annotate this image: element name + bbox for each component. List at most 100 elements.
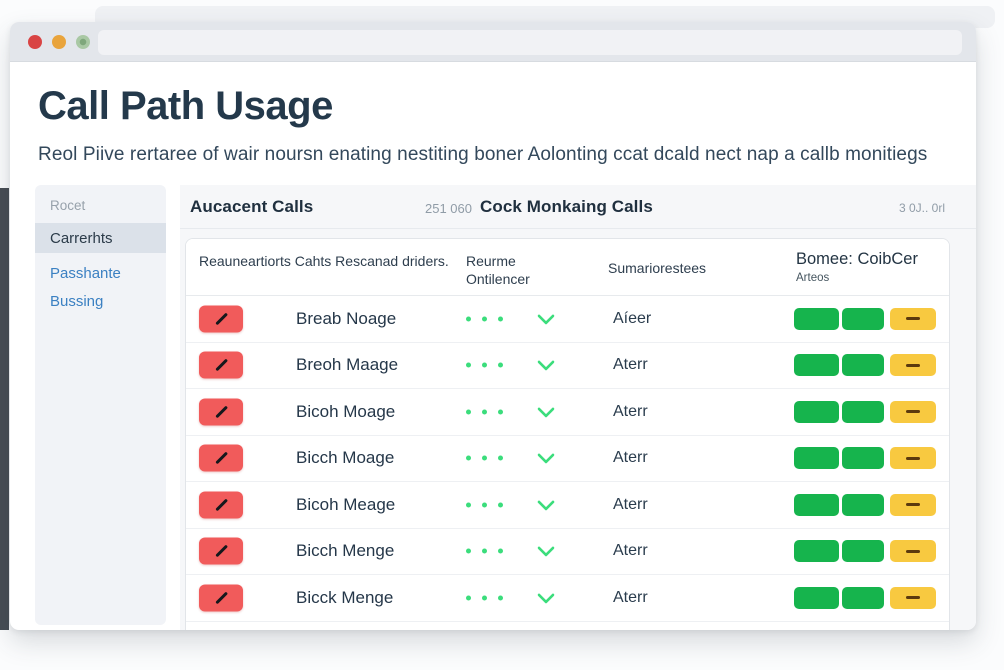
table-row: Bicoh Moage Aterr [186,389,949,436]
zoom-window-button[interactable] [76,35,90,49]
row-status: Aterr [613,495,648,513]
left-panel-title: Aucacent Calls [190,197,314,216]
left-edge-strip [0,188,9,630]
chevron-down-icon[interactable] [537,546,555,557]
panel-header: Aucacent Calls 251 060 Cock Monkaing Cal… [180,185,976,229]
pencil-icon [214,591,228,604]
badge-green[interactable] [842,307,884,330]
column-header-resume: Reurme Ontilencer [466,253,530,288]
table-row: Bicch Menge Aterr [186,528,949,575]
badge-yellow-dash[interactable] [890,586,936,609]
badge-green[interactable] [842,354,884,377]
right-panel-title: Cock Monkaing Calls [480,197,653,216]
row-status: Aterr [613,588,648,606]
sidebar-item-passhante[interactable]: Passhante [50,264,121,282]
badge-group [794,354,936,377]
chevron-down-icon[interactable] [537,593,555,604]
badge-yellow-dash[interactable] [890,540,936,563]
row-name: Breoh Maage [296,355,399,375]
badge-green[interactable] [842,540,884,563]
table-row: Bicoh Meage Aterr [186,482,949,529]
chevron-down-icon[interactable] [537,314,555,325]
main-panel: Aucacent Calls 251 060 Cock Monkaing Cal… [180,185,976,630]
edit-button[interactable] [199,584,243,612]
status-dots-icon [466,409,503,415]
row-name: Bicck Menge [296,587,394,607]
badge-green[interactable] [794,354,839,377]
browser-window: Call Path Usage Reol Piive rertaree of w… [10,22,976,630]
pencil-icon [214,405,228,418]
row-name: Bicoh Moage [296,401,396,421]
close-window-button[interactable] [28,35,42,49]
column-header-summaries: Sumariorestees [608,260,707,276]
calls-table: Reauneartiorts Cahts Rescanad driders. R… [185,238,950,630]
badge-green[interactable] [794,307,839,330]
edit-button[interactable] [199,537,243,565]
pencil-icon [214,545,228,558]
badge-group [794,586,936,609]
edit-button[interactable] [199,398,243,426]
address-bar[interactable] [98,30,962,55]
chevron-down-icon[interactable] [537,360,555,371]
badge-group [794,400,936,423]
badge-yellow-dash[interactable] [890,354,936,377]
pencil-icon [214,359,228,372]
left-panel-value: 251 060 [425,201,472,216]
badge-green[interactable] [794,400,839,423]
table-row: Bicch Moage Aterr [186,435,949,482]
edit-button[interactable] [199,491,243,519]
dash-icon [906,549,920,553]
dash-icon [906,596,920,600]
badge-green[interactable] [794,540,839,563]
chevron-down-icon[interactable] [537,500,555,511]
column-header-bomee-label: Bomee: CoibCer [796,250,918,268]
edit-button[interactable] [199,444,243,472]
dash-icon [906,317,920,321]
badge-yellow-dash[interactable] [890,307,936,330]
badge-yellow-dash[interactable] [890,493,936,516]
row-name: Bicoh Meage [296,494,396,514]
sidebar-item-carrerhts[interactable]: Carrerhts [35,223,166,253]
status-dots-icon [466,595,503,601]
badge-green[interactable] [842,400,884,423]
table-row: Bicck Menge Aterr [186,575,949,622]
dash-icon [906,410,920,414]
row-status: Aterr [613,356,648,374]
row-name: Bicch Menge [296,541,395,561]
row-status: Aterr [613,402,648,420]
badge-green[interactable] [842,493,884,516]
pencil-icon [214,452,228,465]
edit-button[interactable] [199,305,243,333]
chevron-down-icon[interactable] [537,453,555,464]
column-header-bomee-sublabel: Arteos [796,272,830,285]
table-header-row: Reauneartiorts Cahts Rescanad driders. R… [186,239,949,296]
table-row: Breoh Maage Aterr [186,342,949,389]
badge-green[interactable] [794,447,839,470]
edit-button[interactable] [199,351,243,379]
status-dots-icon [466,548,503,554]
row-name: Bicch Moage [296,448,395,468]
right-panel-value: 3 0J.. 0rl [898,201,945,215]
row-status: Aíeer [613,309,652,327]
badge-yellow-dash[interactable] [890,400,936,423]
badge-green[interactable] [794,493,839,516]
dash-icon [906,363,920,367]
chevron-down-icon[interactable] [537,407,555,418]
minimize-window-button[interactable] [52,35,66,49]
badge-green[interactable] [794,586,839,609]
dash-icon [906,503,920,507]
status-dots-icon [466,502,503,508]
column-header-bomee: Bomee: CoibCer Arteos [796,249,946,286]
table-body: Breab Noage Aíeer Breoh Maage Aterr Bico… [186,296,949,622]
badge-group [794,307,936,330]
column-header-requests: Reauneartiorts Cahts Rescanad driders. [199,253,449,269]
badge-group [794,540,936,563]
badge-green[interactable] [842,447,884,470]
badge-green[interactable] [842,586,884,609]
status-dots-icon [466,316,503,322]
sidebar-item-rocet[interactable]: Rocet [50,197,86,213]
badge-yellow-dash[interactable] [890,447,936,470]
sidebar-item-bussing[interactable]: Bussing [50,292,104,310]
page-subtitle: Reol Piive rertaree of wair noursn enati… [38,144,928,165]
sidebar: Rocet Carrerhts Passhante Bussing [35,185,166,625]
